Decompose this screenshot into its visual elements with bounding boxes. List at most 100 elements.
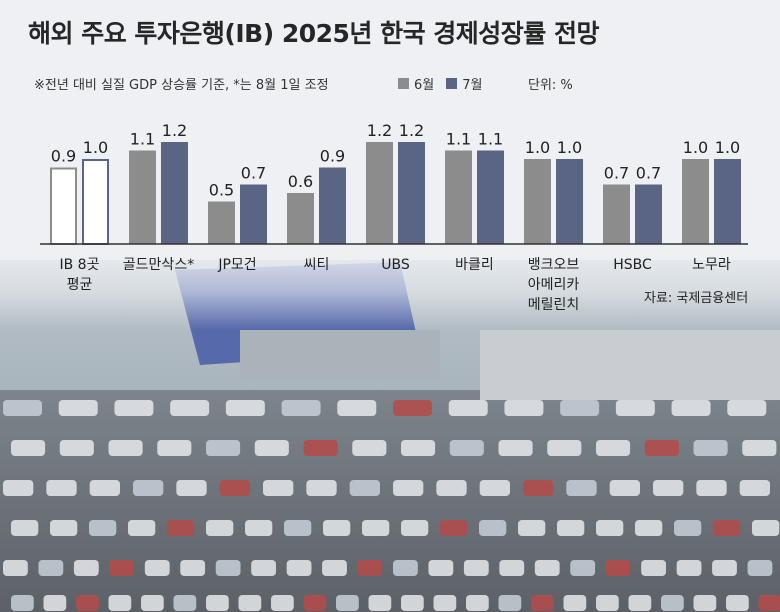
parked-car [173,595,197,611]
parked-car [322,560,347,576]
parked-car [73,560,99,576]
parked-car [566,480,597,496]
parked-car [206,595,229,611]
value-label-july-0: 1.0 [83,138,108,157]
parked-car [641,560,666,576]
parked-car [547,440,582,456]
parked-car [336,595,359,611]
category-label-2-0: JP모건 [217,257,256,273]
parked-car [271,595,294,611]
parked-car [46,480,77,496]
parked-car [747,560,773,576]
parked-car [141,595,164,611]
value-label-june-7: 0.7 [604,164,629,183]
parked-car [713,520,741,536]
parked-car [479,480,510,496]
parked-car [440,520,468,536]
parked-car [596,595,619,611]
bar-june-7 [603,184,630,244]
parked-car [570,560,596,576]
value-label-june-0: 0.9 [51,147,76,166]
bar-july-0 [82,159,109,245]
bar-june-2 [208,201,235,244]
parked-car [518,520,546,536]
value-label-june-1: 1.1 [130,130,155,149]
parked-car [393,560,418,576]
parked-car [11,595,34,611]
bar-june-0 [50,167,77,245]
parked-car [605,560,631,576]
parked-car [225,400,265,416]
parked-car [157,440,192,456]
parked-car [303,440,338,456]
parked-car [401,520,429,536]
bar-july-8 [714,159,741,244]
parked-car [628,595,652,611]
parked-car [238,595,262,611]
parked-car [76,595,99,611]
parked-car [449,440,484,456]
parked-car [286,560,312,576]
parked-car [739,480,770,496]
value-label-june-6: 1.0 [525,138,550,157]
parked-car [50,520,78,536]
value-label-june-8: 1.0 [683,138,708,157]
category-label-0-0: IB 8곳 [60,257,100,273]
parked-car [11,440,46,456]
parked-car [498,595,522,611]
parked-car [727,400,767,416]
parked-car [448,400,488,416]
parked-car [498,440,533,456]
parked-car [108,595,132,611]
parked-car [281,400,321,416]
legend-item-july: 7월 [446,74,482,93]
value-label-july-2: 0.7 [241,164,266,183]
parked-car [393,480,424,496]
value-label-july-1: 1.2 [162,121,187,140]
value-label-july-3: 0.9 [320,147,345,166]
value-label-june-4: 1.2 [367,121,392,140]
bar-july-5 [477,150,504,244]
source-note: 자료: 국제금융센터 [644,291,749,306]
category-label-7-0: HSBC [613,257,652,273]
legend-item-june: 6월 [398,74,434,93]
bar-june-4 [366,142,393,244]
parked-car [436,480,467,496]
parked-car [596,440,631,456]
parked-car [466,595,489,611]
parked-car [362,520,390,536]
parked-car [393,400,432,416]
parked-car [108,440,143,456]
parked-car [615,400,655,416]
parked-car [557,520,585,536]
legend-label-june: 6월 [414,78,435,93]
parked-car [89,520,117,536]
legend-swatch-july [446,78,458,89]
value-label-july-4: 1.2 [399,121,424,140]
parked-car [596,520,624,536]
bar-july-7 [635,184,662,244]
category-label-6-2: 메릴린치 [528,297,580,313]
parked-car [114,400,154,416]
category-label-3-0: 씨티 [304,257,330,273]
parked-car [693,440,728,456]
parked-car [674,520,702,536]
parked-car [251,560,276,576]
parked-car [401,595,424,611]
parked-car [504,400,544,416]
chart-subtitle: ※전년 대비 실질 GDP 상승률 기준, *는 8월 1일 조정 [34,78,329,93]
parked-car [676,560,702,576]
parked-car [758,595,780,611]
parked-car [128,520,156,536]
parked-car [109,560,135,576]
parked-car [254,440,289,456]
parked-car [479,520,507,536]
value-label-july-6: 1.0 [557,138,582,157]
category-label-8-0: 노무라 [692,257,731,273]
parked-car [609,480,640,496]
bar-june-8 [682,159,709,244]
parked-car [133,480,164,496]
category-label-6-0: 뱅크오브 [528,257,580,273]
